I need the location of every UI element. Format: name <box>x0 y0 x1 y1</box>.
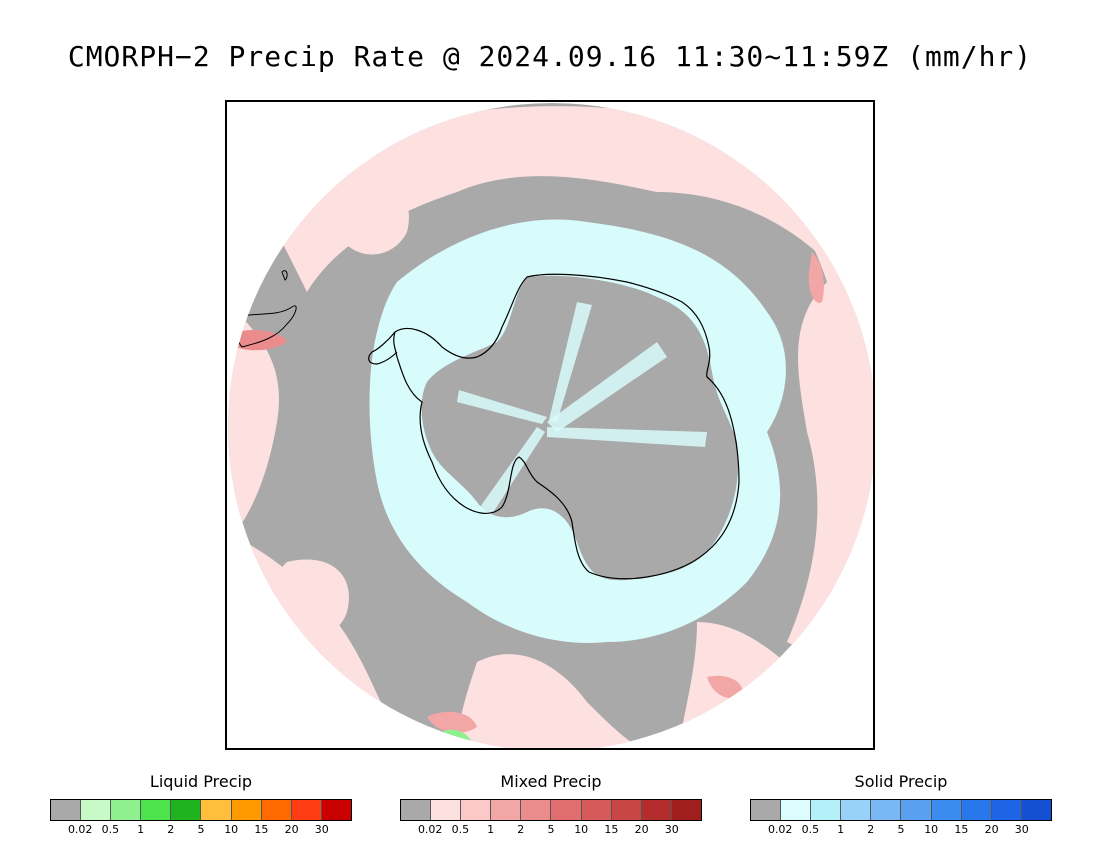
legend-swatch <box>321 800 351 820</box>
polar-map-svg <box>228 103 873 748</box>
legend-tick-label: 10 <box>224 823 239 836</box>
legend-swatch <box>811 800 842 820</box>
solid-streak-1 <box>547 342 667 432</box>
precip-map <box>225 100 875 750</box>
solid-streak-5 <box>549 302 592 422</box>
legend-swatch <box>431 800 462 820</box>
mixed-heavy-patch-east <box>808 252 824 303</box>
legend-tick-label: 0.02 <box>767 823 793 836</box>
legend-swatch <box>581 800 612 820</box>
legend-liquid: Liquid Precip 0.02 0.5 1 2 5 10 15 20 30 <box>50 772 352 836</box>
legend-swatch <box>201 800 232 820</box>
legend-tick-label: 5 <box>897 823 905 836</box>
legend-tick-label: 0.5 <box>451 823 470 836</box>
legend-swatch <box>521 800 552 820</box>
legend-swatch <box>231 800 262 820</box>
legend-liquid-bar <box>50 799 352 821</box>
legend-tick-label: 1 <box>837 823 845 836</box>
legend-mixed: Mixed Precip 0.02 0.5 1 2 5 10 15 20 30 <box>400 772 702 836</box>
antarctica-coastline <box>393 273 740 580</box>
solid-streak-2 <box>547 427 707 447</box>
legend-swatch <box>961 800 992 820</box>
legend-mixed-ticks: 0.02 0.5 1 2 5 10 15 20 30 <box>400 821 702 836</box>
legend-tick-label: 20 <box>284 823 299 836</box>
legend-tick-label: 15 <box>954 823 969 836</box>
antarctic-peninsula-coastline <box>368 331 398 365</box>
mixed-precip-region-south <box>457 654 647 748</box>
legend-tick-label: 20 <box>984 823 999 836</box>
legend-liquid-title: Liquid Precip <box>149 772 253 791</box>
legend-tick-label: 2 <box>167 823 175 836</box>
legend-tick-label: 2 <box>517 823 525 836</box>
legend-swatch <box>81 800 112 820</box>
legend-mixed-title: Mixed Precip <box>500 772 602 791</box>
legend-tick-label: 0.5 <box>801 823 820 836</box>
legend-swatch <box>1021 800 1051 820</box>
legend-swatch <box>611 800 642 820</box>
legend-mixed-bar <box>400 799 702 821</box>
mixed-heavy-patch-southeast <box>707 675 743 699</box>
mixed-precip-region-north <box>267 106 867 292</box>
legend-swatch <box>841 800 872 820</box>
legend-tick-label: 5 <box>547 823 555 836</box>
mixed-heavy-patch-south <box>427 711 477 733</box>
legend-swatch <box>141 800 172 820</box>
legend-swatch <box>261 800 292 820</box>
legend-tick-label: 15 <box>254 823 269 836</box>
mixed-precip-region-west <box>228 302 279 542</box>
legend-swatch <box>401 800 432 820</box>
solid-streak-3 <box>475 427 545 522</box>
legend-swatch <box>671 800 701 820</box>
legend-tick-label: 20 <box>634 823 649 836</box>
legend-swatch <box>901 800 932 820</box>
legend-solid-ticks: 0.02 0.5 1 2 5 10 15 20 30 <box>750 821 1052 836</box>
legend-tick-label: 0.02 <box>417 823 443 836</box>
legend-tick-label: 5 <box>197 823 205 836</box>
legend-tick-label: 0.02 <box>67 823 93 836</box>
mixed-precip-patch-upper-left <box>331 179 409 255</box>
legend-liquid-ticks: 0.02 0.5 1 2 5 10 15 20 30 <box>50 821 352 836</box>
legend-swatch <box>461 800 492 820</box>
legend-swatch <box>751 800 782 820</box>
legend-tick-label: 15 <box>604 823 619 836</box>
legend-tick-label: 30 <box>664 823 679 836</box>
legend-tick-label: 0.5 <box>101 823 120 836</box>
legend-swatch <box>871 800 902 820</box>
legend-swatch <box>111 800 142 820</box>
legend-tick-label: 1 <box>487 823 495 836</box>
legend-tick-label: 1 <box>137 823 145 836</box>
coast-fragment <box>281 270 288 281</box>
legend-swatch <box>51 800 82 820</box>
legend-swatch <box>781 800 812 820</box>
legend-tick-label: 30 <box>314 823 329 836</box>
solid-streak-4 <box>457 390 547 424</box>
legend-tick-label: 10 <box>924 823 939 836</box>
legend-tick-label: 2 <box>867 823 875 836</box>
map-title: CMORPH−2 Precip Rate @ 2024.09.16 11:30~… <box>67 40 1033 73</box>
legend-solid: Solid Precip 0.02 0.5 1 2 5 10 15 20 30 <box>750 772 1052 836</box>
legend-solid-bar <box>750 799 1052 821</box>
legend-swatch <box>491 800 522 820</box>
mixed-precip-patch-lower-left <box>275 559 349 638</box>
legend-swatch <box>291 800 322 820</box>
mixed-precip-region-southeast <box>677 622 827 748</box>
legend-swatch <box>931 800 962 820</box>
legend-swatch <box>171 800 202 820</box>
legend-tick-label: 30 <box>1014 823 1029 836</box>
legend-solid-title: Solid Precip <box>854 772 948 791</box>
legend-swatch <box>991 800 1022 820</box>
legend-swatch <box>551 800 582 820</box>
legend-tick-label: 10 <box>574 823 589 836</box>
legend-swatch <box>641 800 672 820</box>
